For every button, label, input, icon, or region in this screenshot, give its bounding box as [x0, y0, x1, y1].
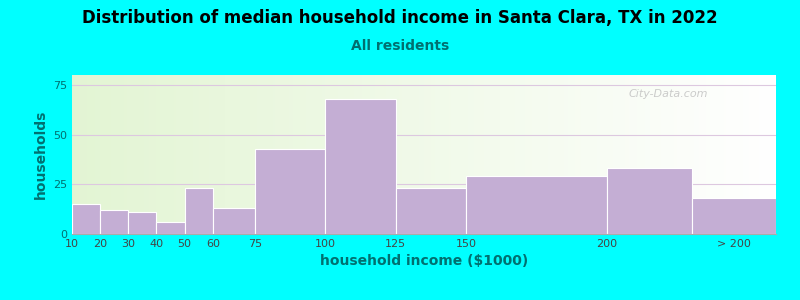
Bar	[396, 188, 466, 234]
Bar	[691, 198, 776, 234]
Bar	[466, 176, 607, 234]
Text: All residents: All residents	[351, 39, 449, 53]
Bar	[185, 188, 213, 234]
Bar	[100, 210, 128, 234]
Bar	[255, 148, 326, 234]
Bar	[72, 204, 100, 234]
Bar	[128, 212, 157, 234]
Bar	[157, 222, 185, 234]
Bar	[213, 208, 255, 234]
Text: Distribution of median household income in Santa Clara, TX in 2022: Distribution of median household income …	[82, 9, 718, 27]
Y-axis label: households: households	[34, 110, 47, 199]
Bar	[326, 99, 396, 234]
Text: City-Data.com: City-Data.com	[628, 89, 708, 99]
Bar	[607, 168, 691, 234]
X-axis label: household income ($1000): household income ($1000)	[320, 254, 528, 268]
